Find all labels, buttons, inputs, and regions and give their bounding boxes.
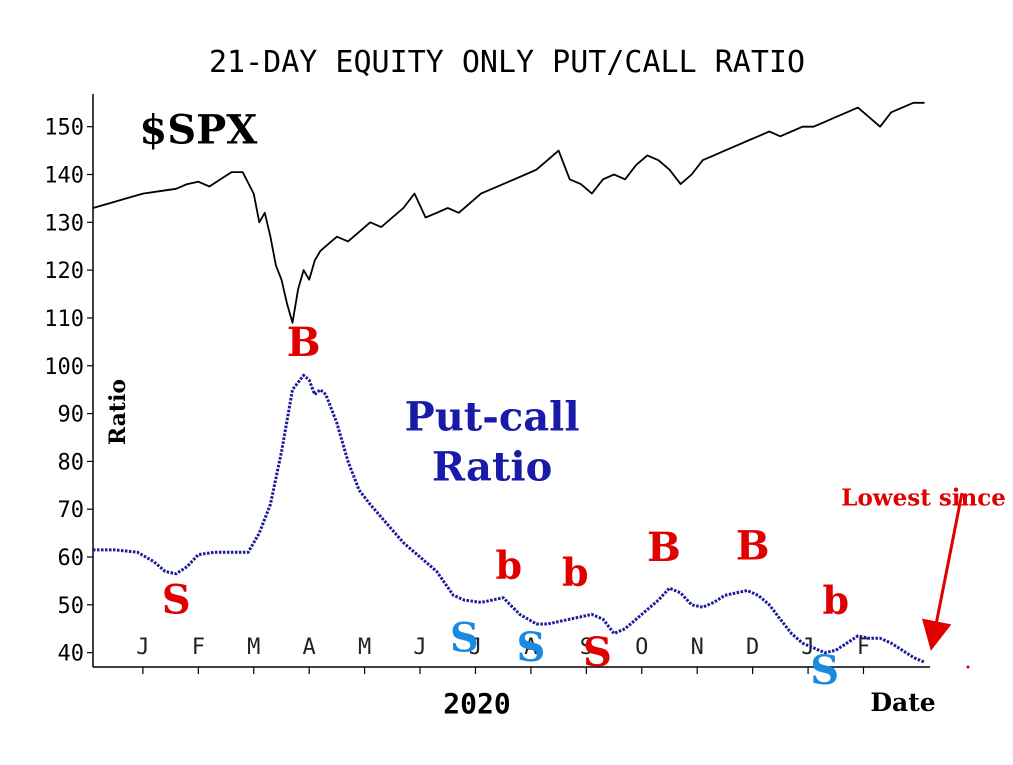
x-tick-label: A — [303, 635, 316, 660]
chart-title: 21-DAY EQUITY ONLY PUT/CALL RATIO — [209, 45, 805, 80]
x-tick-label: M — [358, 635, 371, 660]
x-tick-label: F — [857, 635, 870, 660]
y-tick-label: 130 — [44, 211, 84, 236]
annotation-label: b — [562, 550, 589, 595]
x-tick-label: N — [691, 635, 704, 660]
annotation-label: Ratio — [432, 444, 552, 491]
put-call-series-line — [93, 373, 926, 664]
red-dot — [966, 665, 970, 669]
y-tick-label: 50 — [58, 594, 85, 619]
x-tick-label: D — [746, 635, 759, 660]
year-label: 2020 — [443, 687, 510, 720]
y-axis-label: Ratio — [105, 379, 131, 445]
annotation-label: S — [516, 624, 545, 671]
x-tick-label: A — [524, 635, 537, 660]
annotation-label: Put-call — [405, 393, 580, 440]
spx-series-line — [92, 101, 925, 324]
y-tick-label: 120 — [44, 259, 84, 284]
annotation-label: S — [810, 647, 839, 694]
y-tick-label: 80 — [58, 450, 85, 475]
y-tick-label: 110 — [44, 307, 84, 332]
y-ticks: 40 50 60 70 80 90 100 110 120 130 140 150 — [44, 116, 93, 667]
x-tick-label: J — [413, 635, 426, 660]
annotation-label: B — [287, 319, 321, 366]
annotation-label: S — [450, 615, 479, 662]
x-tick-label: S — [580, 635, 593, 660]
y-tick-label: 140 — [44, 164, 84, 189]
annotation-label: S — [162, 576, 191, 623]
annotation-label: b — [822, 577, 849, 622]
y-tick-label: 90 — [58, 403, 85, 428]
y-tick-label: 150 — [44, 116, 84, 141]
x-tick-label: O — [635, 635, 648, 660]
annotation-label: S — [583, 629, 612, 676]
annotation-label: B — [647, 524, 681, 571]
lowest-arrow — [921, 492, 964, 651]
annotation-label: b — [495, 543, 522, 588]
y-tick-label: 70 — [58, 498, 85, 523]
x-tick-label: J — [136, 635, 149, 660]
series-lines — [92, 101, 926, 664]
y-tick-label: 40 — [58, 642, 85, 667]
annotation-label: $SPX — [139, 106, 257, 153]
x-tick-label: J — [469, 635, 482, 660]
y-tick-label: 100 — [44, 355, 84, 380]
annotation-label: Lowest since Feb '99 — [841, 484, 1013, 511]
y-tick-label: 60 — [58, 546, 85, 571]
x-tick-label: F — [192, 635, 205, 660]
annotation-label: B — [736, 522, 770, 569]
x-axis-label: Date — [870, 688, 935, 717]
x-tick-label: J — [801, 635, 814, 660]
x-tick-label: M — [247, 635, 260, 660]
